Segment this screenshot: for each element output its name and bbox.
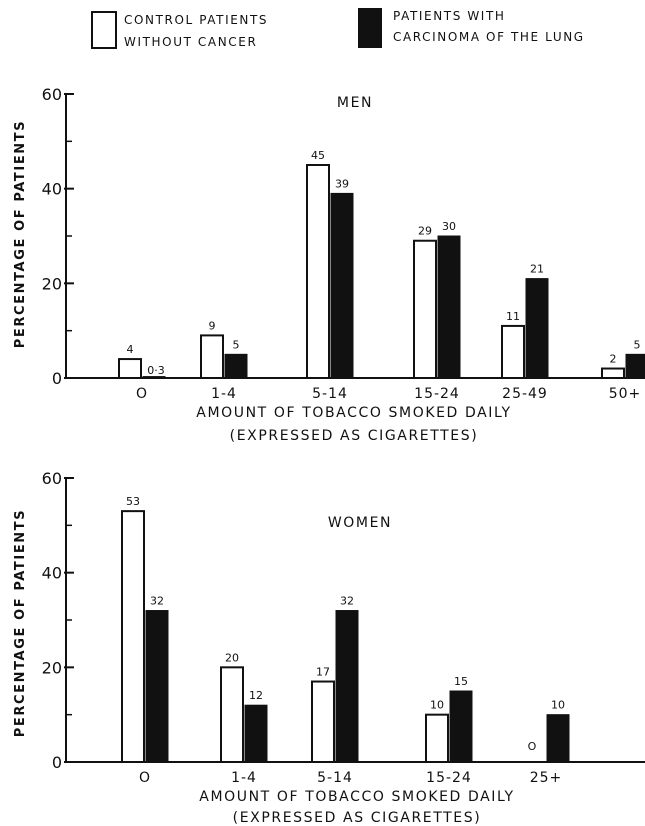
data-label-women-cancer-0: 32 [150,595,164,608]
y-tick-label-women-0: 0 [52,753,62,772]
bar-men-control-1 [200,334,224,379]
data-label-men-control-5: 2 [610,353,617,366]
data-label-women-cancer-2: 32 [340,595,354,608]
bar-women-control-1 [220,666,244,763]
bar-men-control-0 [118,358,142,380]
y-tick-label-women-60: 60 [42,469,62,488]
legend: CONTROL PATIENTS WITHOUT CANCER PATIENTS… [91,8,585,49]
data-label-men-cancer-1: 5 [233,338,240,351]
x-axis-sublabel-women: (EXPRESSED AS CIGARETTES) [233,810,482,826]
bar-women-control-3 [425,713,449,764]
bar-women-cancer-4 [546,714,570,763]
bar-women-control-0 [121,510,145,763]
data-label-men-cancer-5: 5 [634,338,641,351]
bar-men-cancer-4 [525,278,549,379]
chart-title-women: WOMEN [328,515,392,531]
legend-label-cancer-line2: CARCINOMA OF THE LUNG [393,30,585,44]
category-label-men-4: 25-49 [502,386,548,402]
data-label-men-cancer-3: 30 [442,220,456,233]
x-axis-label-men: AMOUNT OF TOBACCO SMOKED DAILY [196,405,511,421]
data-label-men-control-3: 29 [418,225,432,238]
data-label-men-control-4: 11 [506,310,520,323]
bar-men-cancer-2 [330,192,354,379]
legend-label-cancer-line1: PATIENTS WITH [393,9,506,23]
data-label-women-cancer-3: 15 [454,675,468,688]
y-tick-label-men-0: 0 [52,369,62,388]
bar-men-control-5 [601,367,625,379]
chart-women: WOMEN PERCENTAGE OF PATIENTS AMOUNT OF T… [13,469,645,826]
data-label-women-control-2: 17 [316,666,330,679]
x-axis-label-women: AMOUNT OF TOBACCO SMOKED DAILY [199,789,514,805]
legend-label-control-line1: CONTROL PATIENTS [124,13,268,27]
y-tick-label-women-40: 40 [42,564,62,583]
category-label-women-1: 1-4 [231,770,257,786]
bar-women-cancer-0 [145,610,169,763]
legend-swatch-control [91,11,117,49]
y-tick-label-women-20: 20 [42,658,62,677]
x-axis-sublabel-men: (EXPRESSED AS CIGARETTES) [230,428,479,444]
legend-swatch-cancer [358,8,382,48]
chart-title-men: MEN [337,95,373,111]
bar-men-cancer-1 [224,353,248,379]
bar-men-cancer-5 [625,353,645,379]
y-tick-label-men-60: 60 [42,85,62,104]
bar-women-cancer-3 [449,690,473,763]
data-label-men-control-1: 9 [209,319,216,332]
bar-men-control-4 [501,324,525,379]
bar-men-control-2 [306,164,330,379]
data-label-men-cancer-0: 0·3 [147,364,165,377]
chart-men: MEN PERCENTAGE OF PATIENTS AMOUNT OF TOB… [13,85,645,444]
bar-men-control-3 [413,239,437,379]
data-label-women-cancer-1: 12 [249,689,263,702]
category-label-men-0: O [136,386,148,402]
data-label-men-control-0: 4 [127,343,134,356]
bar-women-cancer-2 [335,610,359,763]
bar-women-cancer-1 [244,704,268,763]
bar-men-cancer-0 [142,376,166,379]
category-label-women-4: 25+ [530,770,563,786]
y-tick-label-men-40: 40 [42,180,62,199]
bar-women-control-2 [311,680,335,763]
bar-men-cancer-3 [437,235,461,379]
category-label-women-2: 5-14 [317,770,353,786]
category-label-men-3: 15-24 [414,386,460,402]
y-axis-label-men: PERCENTAGE OF PATIENTS [13,120,28,348]
category-label-men-1: 1-4 [211,386,237,402]
data-label-women-control-0: 53 [126,495,140,508]
data-label-women-control-1: 20 [225,651,239,664]
data-label-women-control-4: O [528,740,537,753]
data-label-men-cancer-2: 39 [335,177,349,190]
data-label-women-cancer-4: 10 [551,699,565,712]
category-label-men-2: 5-14 [312,386,348,402]
y-tick-label-men-20: 20 [42,274,62,293]
category-label-women-3: 15-24 [426,770,472,786]
category-label-men-5: 50+ [609,386,642,402]
y-axis-label-women: PERCENTAGE OF PATIENTS [13,509,28,737]
data-label-men-cancer-4: 21 [530,263,544,276]
data-label-men-control-2: 45 [311,149,325,162]
legend-label-control-line2: WITHOUT CANCER [124,35,257,49]
category-label-women-0: O [139,770,151,786]
data-label-women-control-3: 10 [430,699,444,712]
